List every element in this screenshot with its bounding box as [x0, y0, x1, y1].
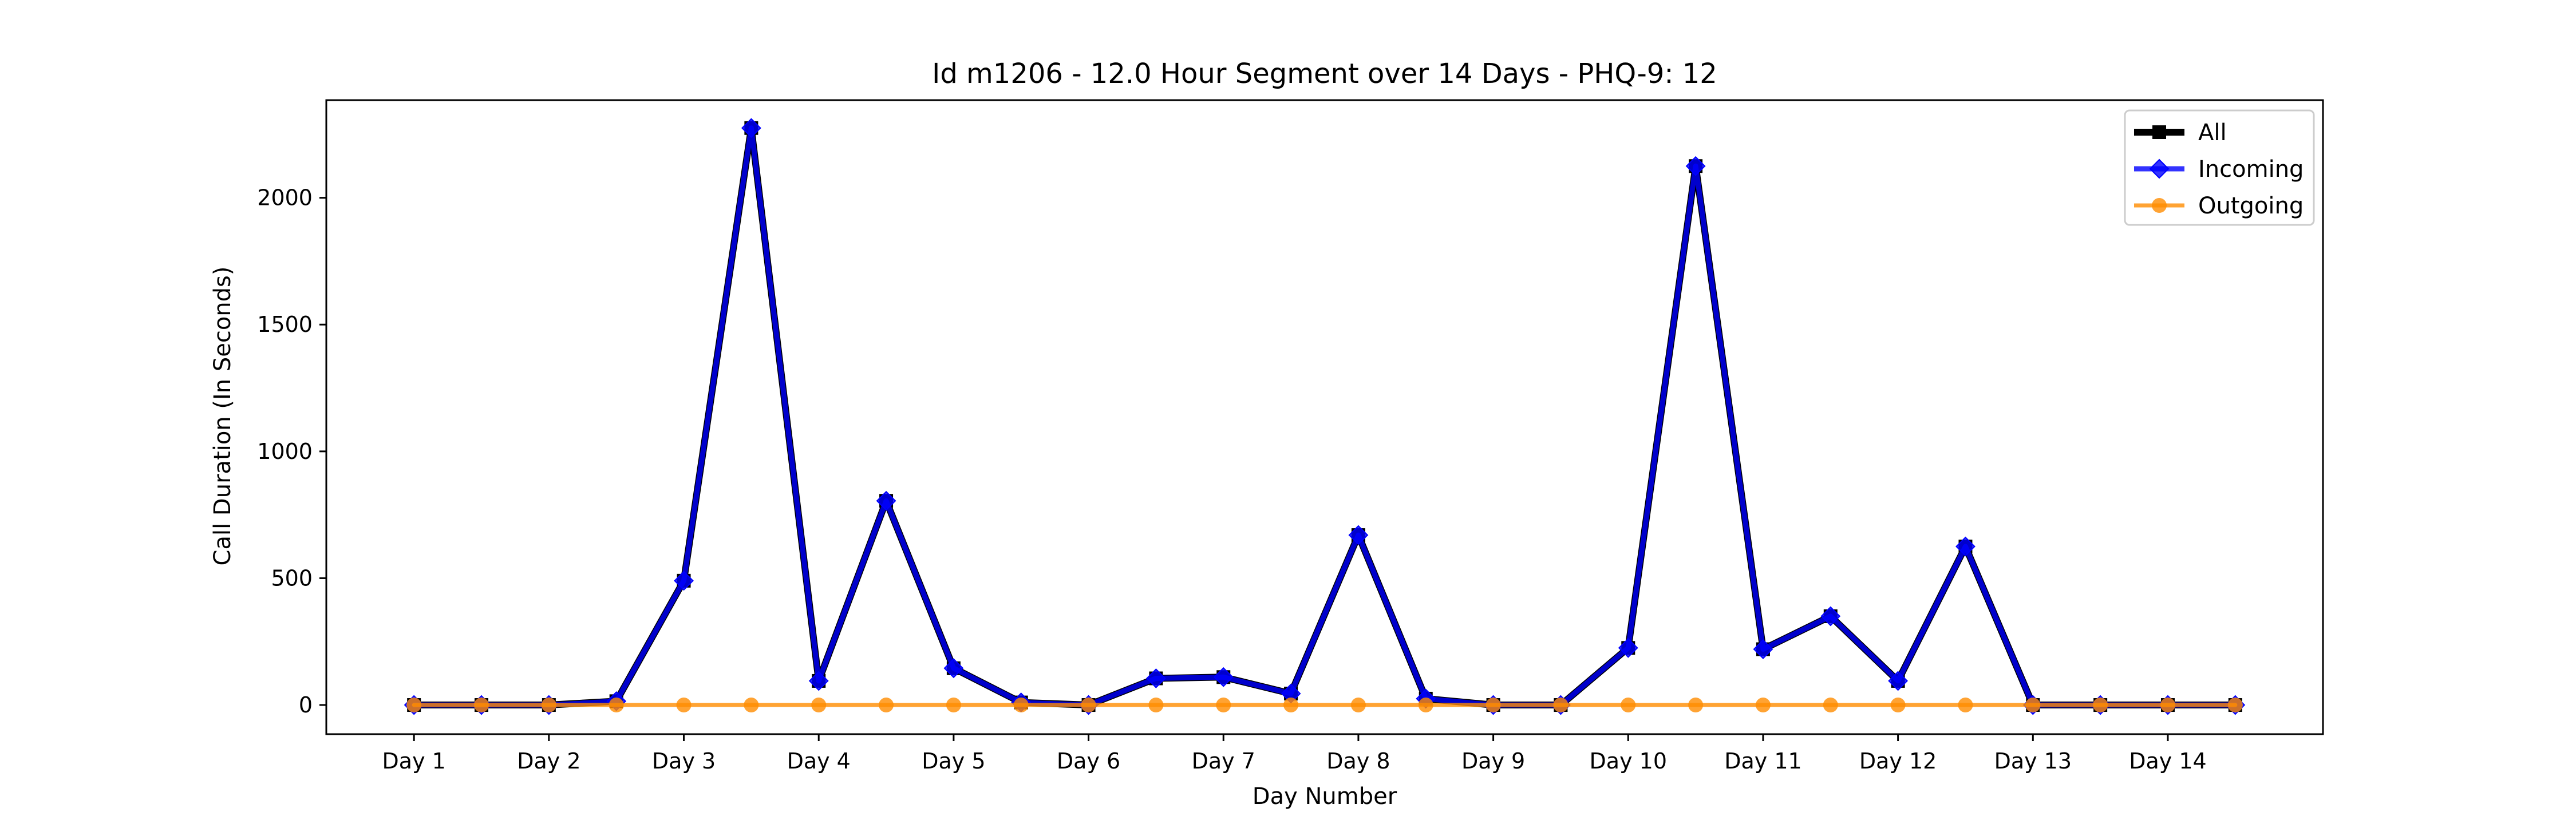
plot-frame — [325, 99, 2324, 735]
legend: All Incoming Outgoing — [2124, 109, 2315, 226]
data-point-incoming — [1145, 668, 1166, 688]
data-point-outgoing — [1688, 698, 1704, 713]
y-tick-label: 1500 — [257, 312, 313, 337]
data-point-outgoing — [1418, 698, 1433, 713]
x-tick-label: Day 11 — [1724, 748, 1801, 774]
y-tick-label: 2000 — [257, 185, 313, 211]
x-tick-label: Day 13 — [1994, 748, 2072, 774]
data-point-incoming — [1348, 525, 1369, 545]
legend-label-outgoing: Outgoing — [2198, 193, 2304, 219]
data-point-incoming — [943, 658, 964, 679]
data-point-outgoing — [1823, 698, 1838, 713]
x-tick-label: Day 9 — [1461, 748, 1525, 774]
legend-label-all: All — [2198, 120, 2227, 146]
data-point-outgoing — [1081, 698, 1096, 713]
y-tick-label: 1000 — [257, 439, 313, 464]
data-point-incoming — [1753, 639, 1773, 659]
data-point-incoming — [741, 118, 761, 138]
series-outgoing — [406, 698, 2243, 713]
data-point-incoming — [1820, 606, 1841, 627]
chart-title: Id m1206 - 12.0 Hour Segment over 14 Day… — [932, 58, 1717, 90]
data-point-outgoing — [1013, 698, 1029, 713]
data-point-outgoing — [1350, 698, 1366, 713]
legend-box — [2124, 109, 2315, 226]
data-point-outgoing — [1755, 698, 1771, 713]
y-tick-label: 500 — [271, 565, 313, 591]
data-point-outgoing — [406, 698, 422, 713]
data-point-outgoing — [2160, 698, 2175, 713]
data-point-incoming — [674, 571, 694, 591]
data-point-outgoing — [879, 698, 894, 713]
data-point-outgoing — [2227, 698, 2243, 713]
y-axis: 0 500 1000 1500 2000 — [257, 185, 326, 718]
x-tick-label: Day 2 — [517, 748, 580, 774]
x-tick-label: Day 5 — [922, 748, 985, 774]
data-point-outgoing — [2025, 698, 2041, 713]
data-point-outgoing — [474, 698, 489, 713]
data-point-incoming — [1888, 671, 1909, 691]
x-tick-label: Day 7 — [1192, 748, 1255, 774]
x-tick-label: Day 6 — [1057, 748, 1120, 774]
data-point-outgoing — [1958, 698, 1973, 713]
data-point-outgoing — [1485, 698, 1501, 713]
data-point-outgoing — [1890, 698, 1906, 713]
data-point-outgoing — [744, 698, 759, 713]
legend-marker-all — [2152, 125, 2166, 139]
data-point-outgoing — [1553, 698, 1568, 713]
data-point-incoming — [1955, 536, 1976, 557]
plot-area — [325, 99, 2324, 735]
data-point-outgoing — [1216, 698, 1231, 713]
data-point-incoming — [1685, 156, 1706, 176]
x-tick-label: Day 10 — [1590, 748, 1667, 774]
legend-label-incoming: Incoming — [2198, 156, 2304, 183]
data-point-outgoing — [2093, 698, 2108, 713]
y-axis-label: Call Duration (In Seconds) — [210, 267, 236, 566]
x-tick-label: Day 4 — [787, 748, 851, 774]
y-tick-label: 0 — [299, 692, 313, 718]
data-point-outgoing — [676, 698, 692, 713]
data-point-outgoing — [946, 698, 961, 713]
series-incoming — [404, 118, 2246, 715]
x-tick-label: Day 3 — [652, 748, 716, 774]
data-point-incoming — [1618, 637, 1638, 658]
data-point-outgoing — [541, 698, 556, 713]
data-point-outgoing — [1283, 698, 1299, 713]
series-layer — [404, 118, 2246, 715]
series-all — [407, 121, 2242, 712]
data-point-outgoing — [811, 698, 827, 713]
x-tick-label: Day 14 — [2129, 748, 2206, 774]
series-line-incoming — [411, 125, 2238, 708]
data-point-incoming — [808, 671, 829, 691]
data-point-outgoing — [1148, 698, 1164, 713]
x-tick-label: Day 12 — [1859, 748, 1937, 774]
data-point-incoming — [1213, 667, 1234, 687]
legend-marker-outgoing — [2152, 198, 2167, 213]
data-point-outgoing — [1621, 698, 1636, 713]
x-axis-label: Day Number — [1253, 783, 1397, 810]
data-point-incoming — [876, 490, 896, 511]
data-point-outgoing — [609, 698, 624, 713]
x-tick-label: Day 1 — [382, 748, 446, 774]
x-tick-label: Day 8 — [1326, 748, 1390, 774]
x-axis: Day 1 Day 2 Day 3 Day 4 Day 5 Day 6 Day 7 Day 8… — [382, 734, 2207, 774]
legend-marker-incoming — [2149, 159, 2170, 179]
